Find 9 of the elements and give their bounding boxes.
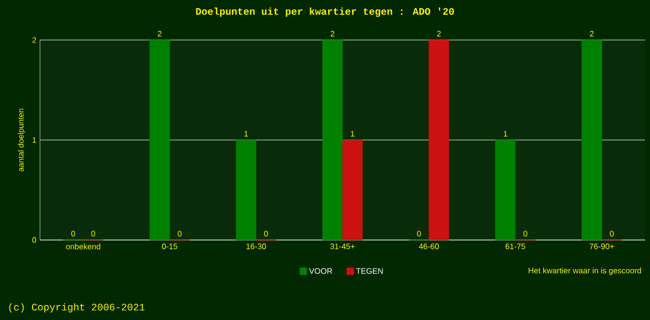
chart-title: Doelpunten uit per kwartier tegen : ADO '20 <box>196 8 454 17</box>
bar <box>582 40 602 240</box>
bar <box>428 40 450 240</box>
bar <box>322 40 343 240</box>
bar <box>495 140 516 240</box>
bar <box>149 40 170 240</box>
text: (c) Copyright 2006-2021 <box>9 303 145 312</box>
bar <box>342 140 363 240</box>
bar <box>236 140 256 240</box>
